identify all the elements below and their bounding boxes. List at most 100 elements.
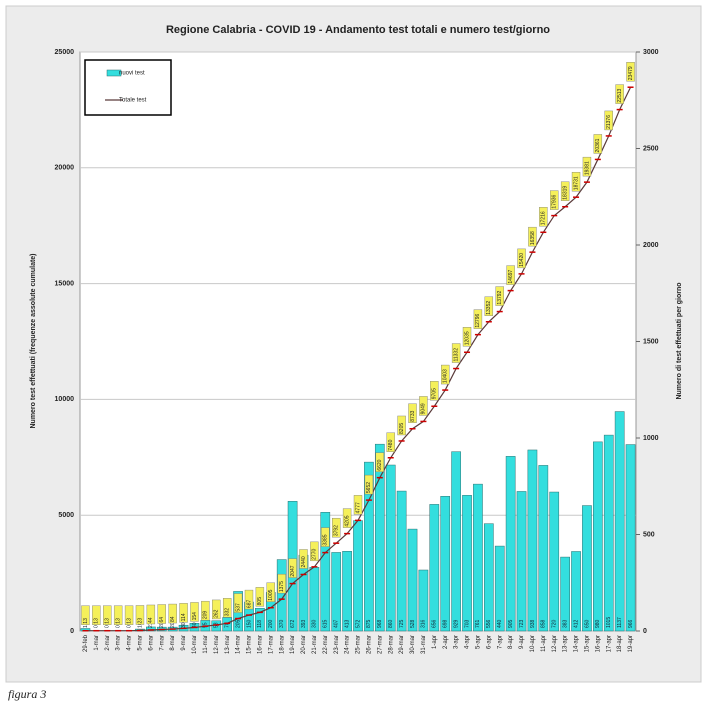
value-label-box <box>353 495 363 515</box>
value-label-box <box>113 605 123 625</box>
value-label-box <box>212 599 221 620</box>
bar <box>255 607 265 632</box>
x-tick-label: 2-apr <box>443 635 449 649</box>
x-tick-label: 4-apr <box>465 635 471 649</box>
line-value-label: 18731 <box>573 176 579 190</box>
value-label-box <box>528 226 537 247</box>
x-tick-label: 20-mar <box>301 635 307 654</box>
x-tick-label: 17-mar <box>268 635 274 654</box>
line-value-label: 114 <box>181 613 187 621</box>
bar <box>429 504 440 632</box>
line-value-label: 22513 <box>617 88 623 102</box>
value-label-box <box>201 600 210 621</box>
value-label-box <box>495 286 504 306</box>
bar-value-label: 20 <box>170 622 176 628</box>
x-tick-label: 14-apr <box>574 635 580 652</box>
bar <box>582 505 592 632</box>
bar <box>342 551 352 632</box>
line-value-label: 9049 <box>421 403 427 414</box>
x-tick-label: 12-mar <box>214 635 220 654</box>
bar <box>614 411 625 632</box>
value-label-box <box>299 549 308 569</box>
line-value-label: 16358 <box>530 231 536 245</box>
y-tick-label: 15000 <box>55 280 75 287</box>
value-label-box <box>571 171 581 192</box>
line-value-label: 3792 <box>334 525 340 536</box>
bar <box>571 551 581 632</box>
bar-value-label: 528 <box>410 619 416 628</box>
x-tick-label: 8-mar <box>170 635 176 651</box>
value-label-box <box>484 296 494 316</box>
y2-tick-label: 2500 <box>643 145 659 152</box>
line-value-label: 13792 <box>497 290 503 304</box>
value-label-box <box>146 604 156 625</box>
bar-value-label: 30 <box>181 622 187 628</box>
y-tick-label: 20000 <box>55 165 75 172</box>
value-label-box <box>560 181 570 201</box>
x-tick-label: 6-mar <box>148 635 154 651</box>
line-value-label: 17936 <box>552 194 558 208</box>
bar <box>276 559 287 632</box>
x-tick-label: 7-apr <box>497 635 503 649</box>
line-value-label: 11332 <box>453 348 459 362</box>
bar <box>440 496 451 632</box>
value-label-box <box>626 62 635 82</box>
x-tick-label: 7-mar <box>159 635 165 651</box>
caption: figura 3 <box>8 687 46 701</box>
line-value-label: 21376 <box>606 115 612 129</box>
y-tick-label: 5000 <box>58 512 74 519</box>
value-label-box <box>419 396 428 416</box>
bar-value-label: 200 <box>268 619 274 628</box>
line-value-label: 12796 <box>475 314 481 328</box>
line-value-label: 9705 <box>432 388 438 399</box>
bar-value-label: 698 <box>443 619 449 628</box>
value-label-box <box>375 452 385 472</box>
bar <box>505 456 516 632</box>
bar <box>494 545 505 632</box>
value-label-box <box>222 598 232 618</box>
value-label-box <box>517 248 526 269</box>
legend-box <box>84 59 172 116</box>
x-tick-label: 24-mar <box>345 635 351 654</box>
line-value-label: 805 <box>257 597 263 606</box>
line-value-label: 13 <box>115 618 121 624</box>
bar-value-label: 440 <box>497 619 503 628</box>
line-value-label: 12035 <box>464 331 470 345</box>
value-label-box <box>321 527 330 547</box>
bar-value-label: 316 <box>421 619 427 628</box>
value-label-box <box>81 605 90 625</box>
x-tick-label: 3-apr <box>454 635 460 649</box>
value-label-box <box>124 605 134 625</box>
x-tick-label: 19-apr <box>628 635 634 652</box>
bar <box>364 461 374 632</box>
bar-value-label: 330 <box>312 619 318 628</box>
value-label-box <box>168 603 177 624</box>
bar-value-label: 40 <box>192 622 198 628</box>
y2-tick-label: 2000 <box>643 242 659 249</box>
x-tick-label: 9-apr <box>519 635 525 649</box>
value-label-box <box>506 265 515 285</box>
line-value-label: 44 <box>148 617 154 623</box>
line-value-label: 8205 <box>399 423 405 434</box>
value-label-box <box>233 593 243 613</box>
bar-value-label: 875 <box>366 619 372 628</box>
line-value-label: 23479 <box>628 66 634 80</box>
bar-value-label: 968 <box>377 619 383 628</box>
line-value-label: 20361 <box>595 138 601 152</box>
bar-value-label: 55 <box>203 622 209 628</box>
bar-value-label: 407 <box>334 619 340 628</box>
value-label-box <box>593 134 603 154</box>
value-label-box <box>157 604 166 624</box>
bar-value-label: 150 <box>246 619 252 628</box>
bar <box>516 491 527 632</box>
bar-value-label: 393 <box>301 619 307 628</box>
bar-value-label: 980 <box>595 619 601 628</box>
x-tick-label: 18-apr <box>617 635 623 652</box>
x-tick-label: 25-mar <box>356 635 362 654</box>
value-label-box <box>310 541 319 562</box>
x-tick-label: 26-mar <box>366 635 372 654</box>
y-tick-label: 0 <box>70 628 74 635</box>
x-tick-label: 10-apr <box>530 635 536 652</box>
bar-value-label: 615 <box>323 619 329 628</box>
